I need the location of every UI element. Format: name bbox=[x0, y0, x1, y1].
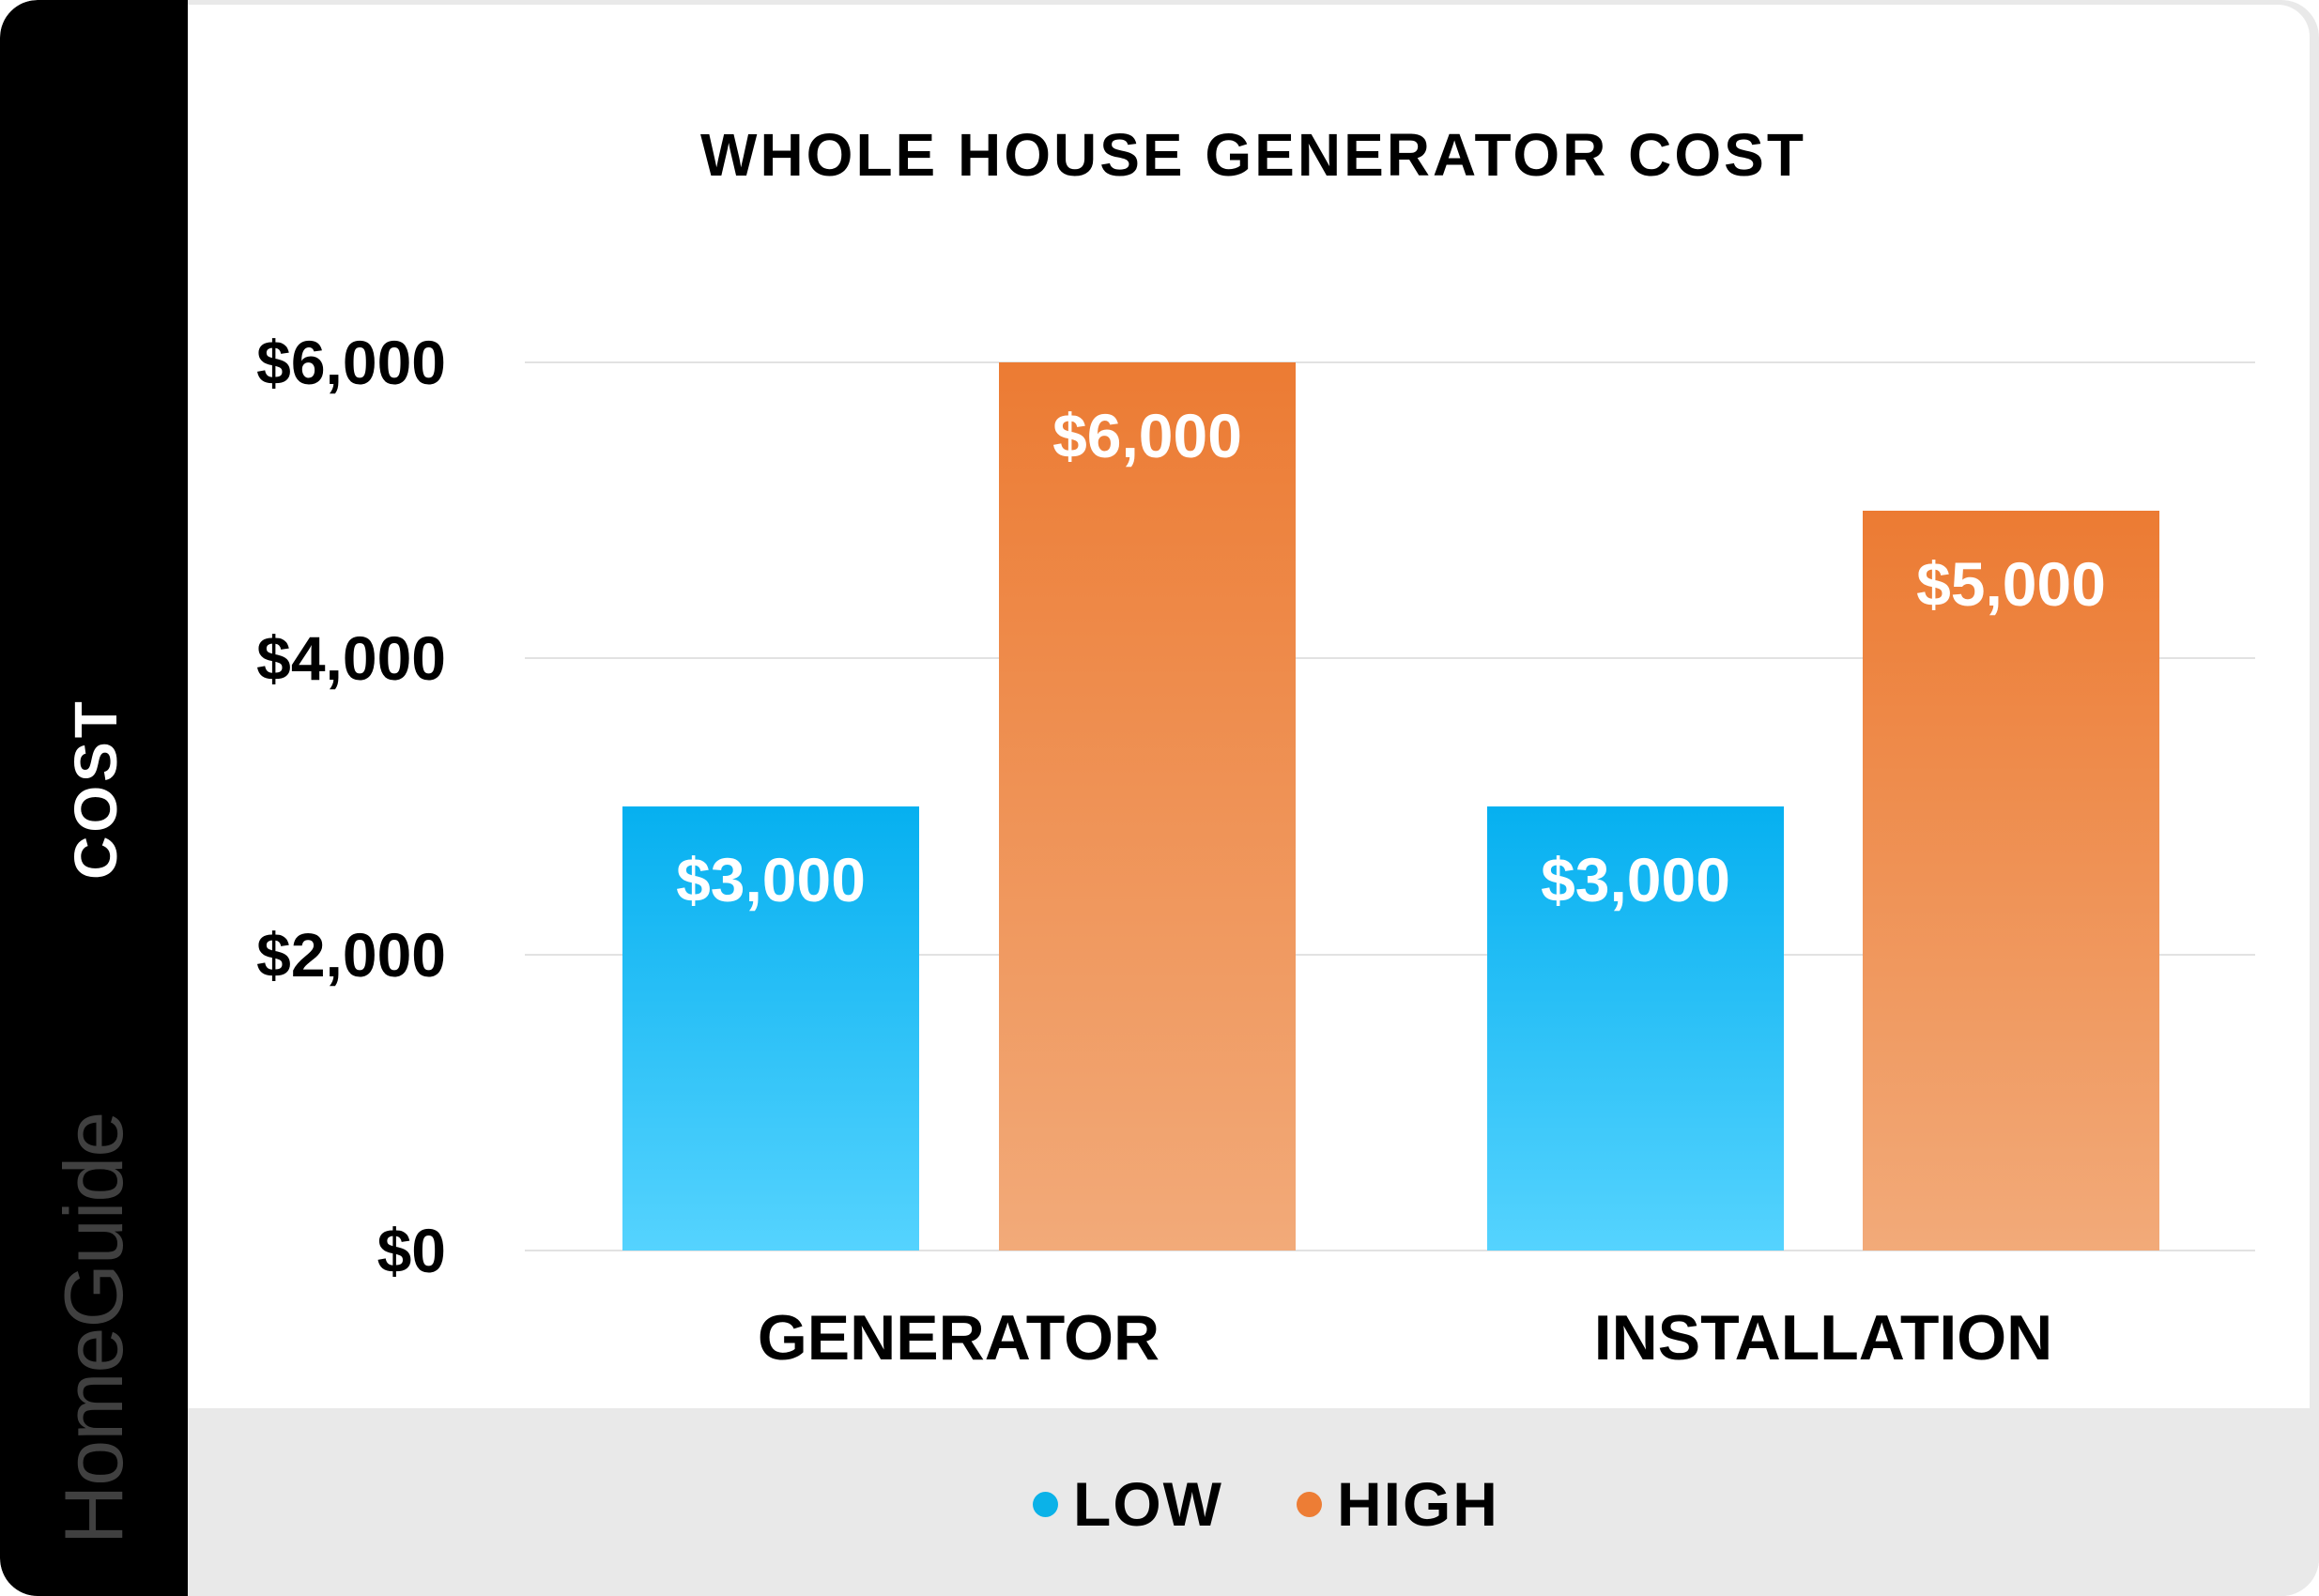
chart-title: WHOLE HOUSE GENERATOR COST bbox=[700, 121, 1806, 189]
gridline-0 bbox=[525, 1250, 2255, 1251]
y-axis-title: COST bbox=[62, 698, 130, 880]
x-category-installation: INSTALLATION bbox=[1593, 1302, 2053, 1373]
y-tick-label: $6,000 bbox=[256, 328, 446, 397]
legend-dot-icon bbox=[1033, 1491, 1058, 1517]
gridline-4000 bbox=[525, 657, 2255, 659]
legend-label: LOW bbox=[1073, 1469, 1223, 1539]
y-tick-label: $4,000 bbox=[256, 623, 446, 693]
legend-item-low: LOW bbox=[1033, 1468, 1223, 1540]
brand-logo: HomeGuide bbox=[47, 1112, 140, 1545]
bar-value-label: $3,000 bbox=[1541, 845, 1730, 914]
bar-generator-low: $3,000 bbox=[622, 806, 919, 1251]
side-panel bbox=[0, 0, 188, 1596]
x-category-generator: GENERATOR bbox=[757, 1302, 1160, 1373]
legend-item-high: HIGH bbox=[1296, 1468, 1499, 1540]
y-tick-label: $0 bbox=[376, 1216, 446, 1285]
gridline-2000 bbox=[525, 954, 2255, 956]
bar-value-label: $6,000 bbox=[1052, 401, 1242, 470]
bar-installation-low: $3,000 bbox=[1487, 806, 1784, 1251]
gridline-6000 bbox=[525, 361, 2255, 363]
bar-generator-high: $6,000 bbox=[999, 362, 1296, 1251]
legend-label: HIGH bbox=[1336, 1469, 1499, 1539]
legend-dot-icon bbox=[1296, 1491, 1322, 1517]
bar-value-label: $5,000 bbox=[1916, 549, 2106, 619]
bar-installation-high: $5,000 bbox=[1863, 511, 2159, 1251]
legend: LOW HIGH bbox=[1033, 1466, 1573, 1542]
legend-footer bbox=[188, 1408, 2319, 1596]
y-tick-label: $2,000 bbox=[256, 920, 446, 990]
bar-value-label: $3,000 bbox=[676, 845, 866, 914]
